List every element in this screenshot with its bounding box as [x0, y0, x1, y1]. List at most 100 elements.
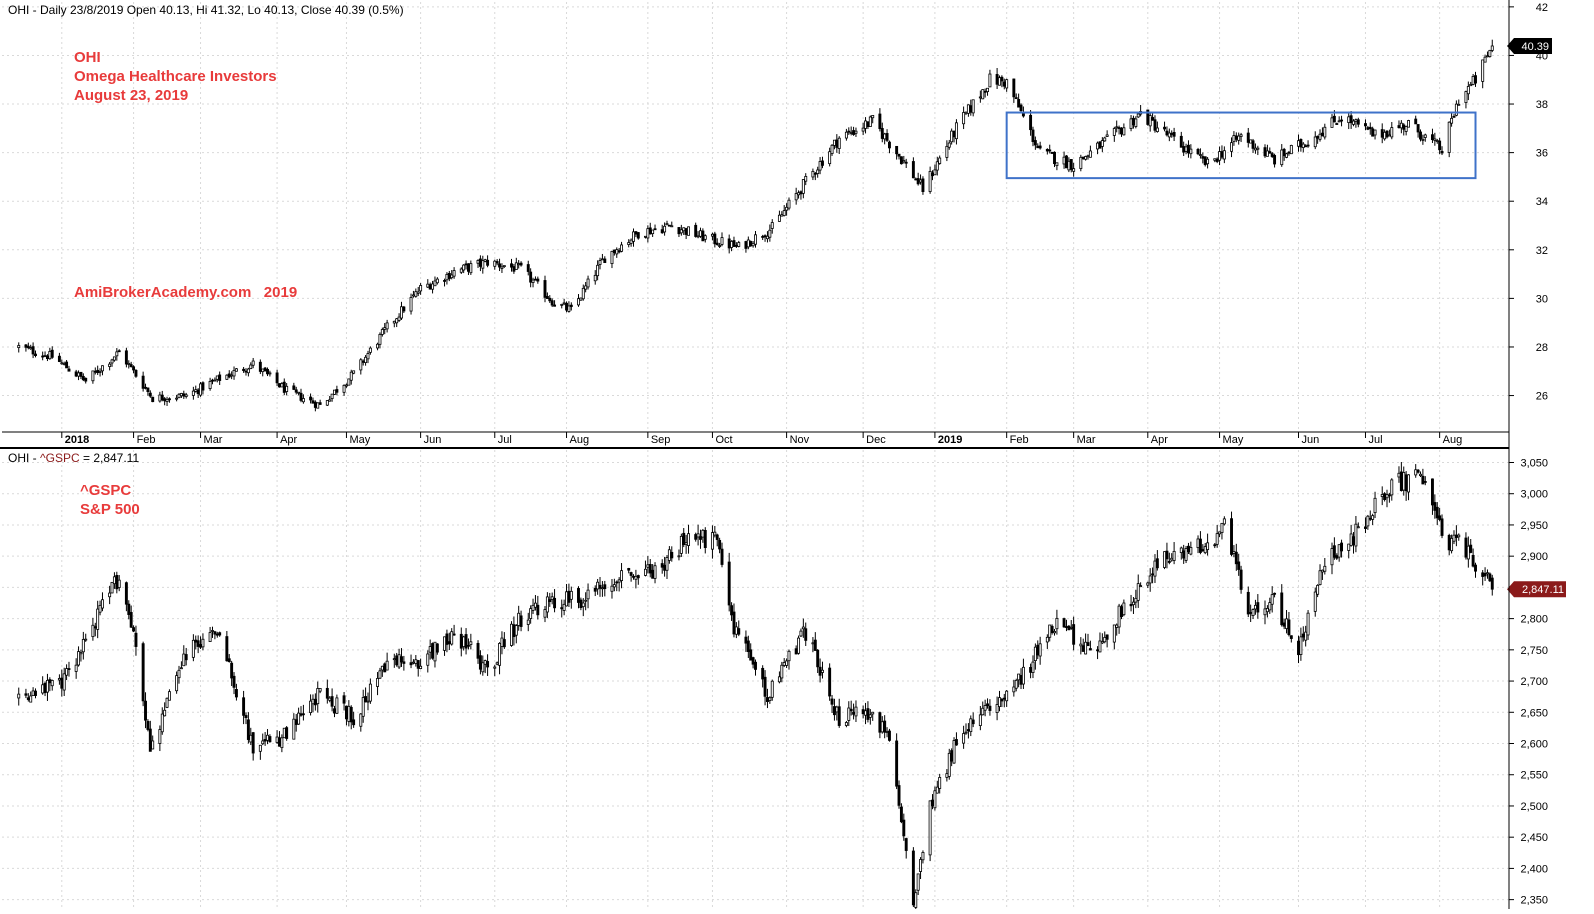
- gspc-candle-body: [141, 643, 145, 702]
- ohi-candle-body: [933, 169, 937, 176]
- gspc-candle-body: [1134, 597, 1138, 603]
- gspc-candle-body: [902, 819, 906, 837]
- gspc-candle-body: [266, 734, 269, 741]
- gspc-candle-body: [1155, 558, 1159, 569]
- ohi-candle-body: [344, 384, 348, 387]
- gspc-candle-body: [318, 688, 322, 692]
- gspc-candle-body: [498, 643, 502, 666]
- date-tick-label: Apr: [280, 434, 297, 446]
- gspc-candle-body: [1139, 585, 1143, 588]
- gspc-candle-body: [600, 587, 604, 590]
- gspc-candle-body: [31, 690, 35, 696]
- date-tick-label: Jun: [424, 434, 442, 446]
- gspc-candle-body: [966, 729, 970, 732]
- gspc-candle-body: [569, 590, 573, 600]
- ohi-candle-body: [1239, 134, 1243, 137]
- gspc-candle-body: [1474, 564, 1477, 572]
- gspc-candle-body: [1416, 469, 1420, 473]
- gspc-candle-body: [921, 852, 925, 861]
- ohi-candle-body: [1065, 155, 1068, 169]
- gspc-candle-body: [309, 700, 313, 713]
- gspc-candle-body: [636, 575, 640, 579]
- gspc-candle-body: [701, 529, 705, 538]
- gspc-candle-body: [1486, 572, 1489, 575]
- ohi-candle-body: [548, 297, 552, 302]
- gspc-candle-body: [883, 720, 887, 733]
- gspc-candle-body: [928, 800, 932, 856]
- ohi-ytick-label: 38: [1536, 99, 1548, 111]
- ohi-candle-body: [514, 262, 518, 270]
- ohi-candle-body: [318, 402, 322, 405]
- ohi-candle-body: [730, 241, 734, 248]
- gspc-candle-body: [964, 731, 968, 734]
- ohi-candle-body: [191, 390, 195, 396]
- ohi-candle-body: [1017, 99, 1021, 108]
- gspc-candle-body: [364, 696, 368, 703]
- ohi-candle-body: [1036, 145, 1040, 149]
- gspc-candle-body: [1306, 612, 1310, 636]
- gspc-candle-body: [249, 734, 253, 743]
- ohi-candle-body: [1356, 119, 1360, 125]
- gspc-candle-body: [101, 599, 104, 609]
- ohi-candle-body: [486, 259, 490, 266]
- gspc-ytick-label: 3,050: [1520, 457, 1548, 469]
- ohi-candle-body: [1347, 116, 1351, 123]
- gspc-candle-body: [1019, 675, 1023, 685]
- ohi-candle-body: [1330, 117, 1334, 128]
- gspc-candle-body: [1062, 618, 1066, 628]
- gspc-candle-body: [359, 713, 363, 727]
- gspc-candle-body: [1421, 475, 1425, 485]
- gspc-candle-body: [849, 708, 853, 712]
- gspc-candle-body: [1122, 602, 1126, 616]
- ohi-candle-body: [1481, 59, 1485, 82]
- gspc-candle-body: [1189, 547, 1193, 555]
- ohi-candle-body: [1397, 125, 1401, 129]
- ohi-candle-body: [294, 389, 298, 393]
- ohi-candle-body: [1067, 160, 1071, 171]
- gspc-candle-body: [62, 673, 66, 691]
- gspc-candle-body: [1246, 591, 1250, 615]
- ohi-candle-body: [1170, 133, 1174, 135]
- gspc-candle-body: [1120, 606, 1123, 617]
- gspc-header-prefix: OHI -: [8, 451, 40, 465]
- date-tick-label: Sep: [651, 434, 671, 446]
- ohi-candle-body: [158, 394, 162, 402]
- gspc-candle-body: [1354, 523, 1358, 547]
- ohi-candle-body: [653, 228, 657, 231]
- gspc-candle-body: [821, 669, 824, 673]
- gspc-candle-body: [1464, 537, 1468, 558]
- gspc-candle-body: [651, 569, 655, 579]
- gspc-candle-body: [478, 655, 482, 670]
- gspc-candle-body: [1053, 631, 1056, 634]
- gspc-candle-body: [366, 700, 370, 703]
- gspc-candle-body: [734, 626, 738, 635]
- gspc-candle-body: [512, 624, 516, 638]
- gspc-candle-body: [1005, 690, 1009, 702]
- gspc-candle-body: [91, 624, 95, 638]
- ohi-candle-body: [861, 127, 865, 132]
- ohi-candle-body: [1452, 115, 1456, 118]
- gspc-ytick-label: 2,500: [1520, 801, 1548, 813]
- gspc-candle-body: [1105, 634, 1109, 640]
- ohi-candle-body: [935, 161, 939, 171]
- gspc-candle-body: [1285, 618, 1288, 629]
- ohi-candle-body: [797, 192, 801, 196]
- ohi-candle-body: [567, 305, 571, 312]
- ohi-candle-body: [476, 260, 480, 264]
- gspc-candle-body: [1402, 472, 1406, 491]
- gspc-candle-body: [1048, 624, 1052, 638]
- gspc-candle-body: [447, 641, 451, 645]
- gspc-candle-body: [545, 596, 549, 613]
- gspc-candle-body: [861, 709, 865, 715]
- gspc-candle-body: [81, 639, 85, 653]
- gspc-price-pane[interactable]: 2,350 2,400 2,450 2,500 2,550 2,600 2,650 2,700…: [2, 450, 1566, 910]
- ohi-candle-body: [230, 374, 234, 377]
- ohi-candle-body: [378, 333, 382, 345]
- gspc-candle-body: [730, 605, 734, 616]
- gspc-candle-body: [1033, 646, 1037, 662]
- gspc-candle-body: [112, 576, 116, 585]
- gspc-candle-body: [325, 687, 329, 699]
- ohi-candle-body: [1253, 147, 1257, 151]
